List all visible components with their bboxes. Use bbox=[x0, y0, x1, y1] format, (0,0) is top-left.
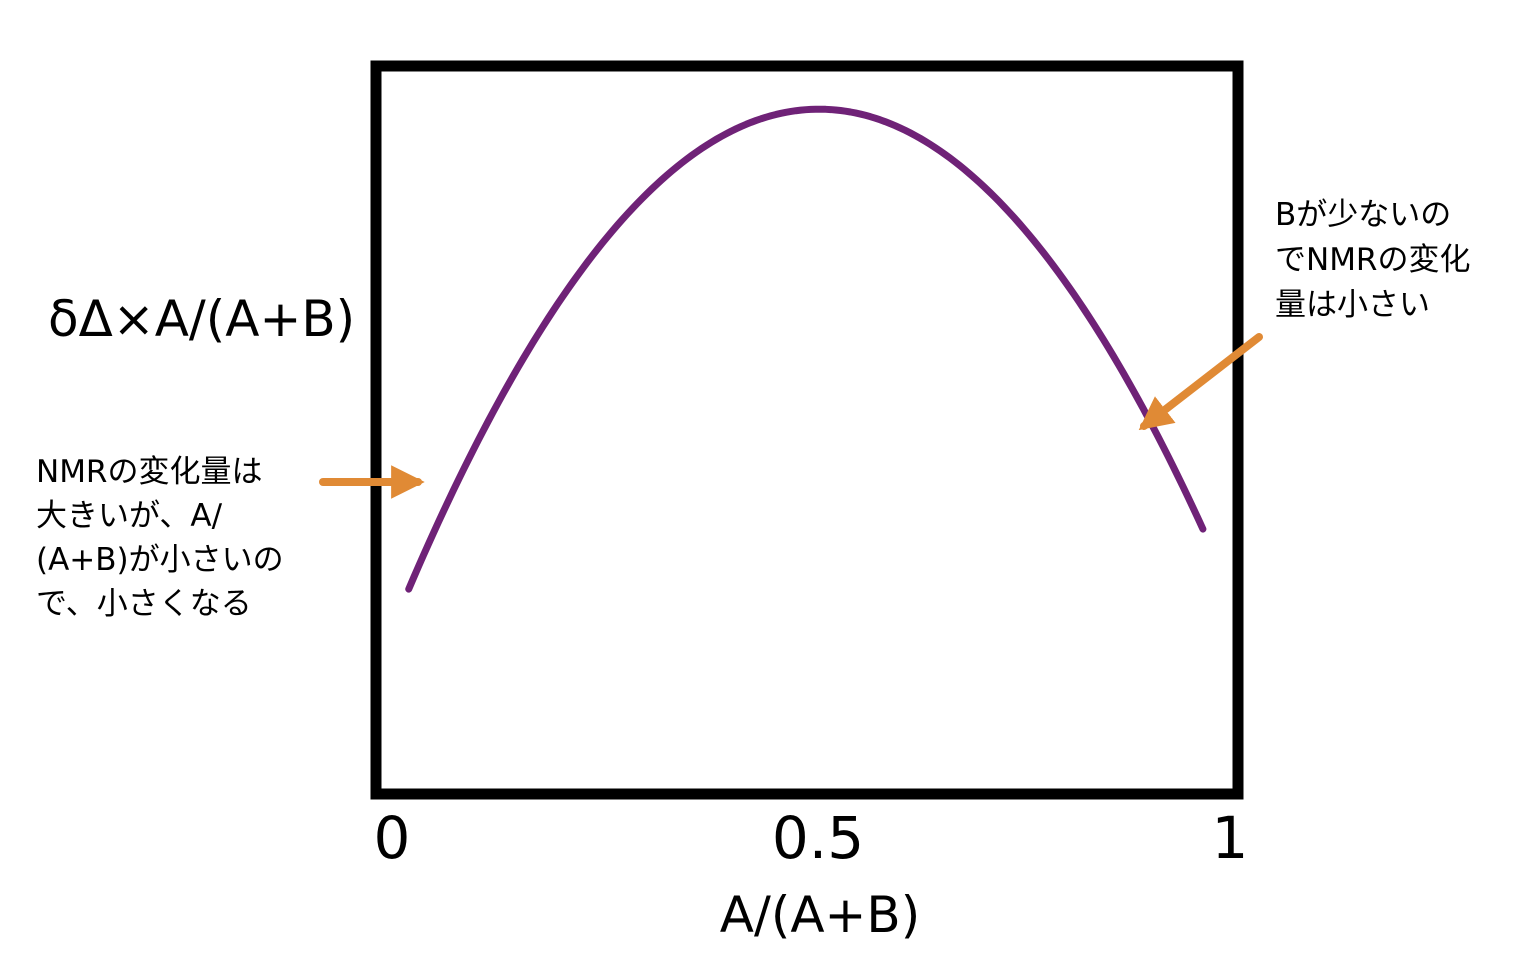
annotation-right-line-2: でNMRの変化 bbox=[1275, 242, 1470, 278]
series-curve bbox=[405, 105, 1207, 593]
annotation-left-line-4: で、小さくなる bbox=[36, 586, 252, 622]
annotation-left-line-3: (A+B)が小さいの bbox=[36, 542, 284, 578]
annotation-left: NMRの変化量は 大きいが、A/ (A+B)が小さいの で、小さくなる bbox=[36, 454, 425, 622]
x-axis-title: A/(A+B) bbox=[720, 886, 920, 944]
plot-frame bbox=[370, 60, 1244, 800]
annotation-right-line-3: 量は小さい bbox=[1275, 287, 1430, 323]
annotation-left-line-1: NMRの変化量は bbox=[36, 454, 262, 490]
x-tick-1: 1 bbox=[1212, 804, 1249, 872]
x-tick-0: 0 bbox=[374, 804, 411, 872]
annotation-right-arrow bbox=[1138, 333, 1263, 431]
annotation-right-line-1: Bが少ないの bbox=[1275, 197, 1451, 233]
annotation-left-line-2: 大きいが、A/ bbox=[36, 498, 223, 534]
x-tick-0.5: 0.5 bbox=[772, 804, 864, 872]
y-axis-title: δΔ×A/(A+B) bbox=[48, 290, 355, 348]
annotation-right: Bが少ないの でNMRの変化 量は小さい bbox=[1138, 197, 1470, 431]
